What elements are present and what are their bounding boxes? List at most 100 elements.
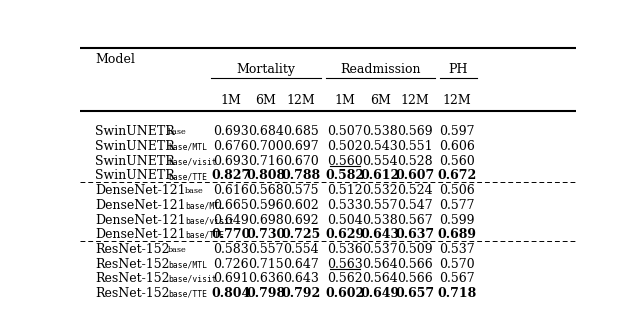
Text: 0.606: 0.606: [439, 140, 475, 153]
Text: 0.657: 0.657: [396, 287, 435, 300]
Text: 0.616: 0.616: [213, 184, 249, 197]
Text: base/MTL: base/MTL: [185, 201, 224, 210]
Text: 0.506: 0.506: [439, 184, 475, 197]
Text: base/visit: base/visit: [168, 275, 217, 284]
Text: 0.804: 0.804: [212, 287, 251, 300]
Text: 0.670: 0.670: [283, 155, 319, 168]
Text: 0.602: 0.602: [326, 287, 365, 300]
Text: 0.827: 0.827: [212, 170, 251, 183]
Text: Readmission: Readmission: [340, 63, 420, 76]
Text: 0.537: 0.537: [362, 243, 398, 256]
Text: 0.636: 0.636: [248, 272, 284, 285]
Text: 6M: 6M: [370, 94, 390, 108]
Text: 6M: 6M: [255, 94, 276, 108]
Text: Mortality: Mortality: [237, 63, 296, 76]
Text: 0.537: 0.537: [439, 243, 475, 256]
Text: 0.562: 0.562: [328, 272, 363, 285]
Text: 0.692: 0.692: [283, 213, 319, 226]
Text: 0.533: 0.533: [328, 199, 364, 212]
Text: 0.557: 0.557: [248, 243, 284, 256]
Text: ResNet-152: ResNet-152: [95, 287, 170, 300]
Text: 0.693: 0.693: [213, 155, 249, 168]
Text: 0.730: 0.730: [246, 228, 285, 241]
Text: PH: PH: [449, 63, 468, 76]
Text: 0.792: 0.792: [281, 287, 321, 300]
Text: 0.524: 0.524: [397, 184, 433, 197]
Text: SwinUNETR: SwinUNETR: [95, 125, 175, 138]
Text: 0.808: 0.808: [246, 170, 285, 183]
Text: 0.684: 0.684: [248, 125, 284, 138]
Text: 0.564: 0.564: [362, 272, 398, 285]
Text: 0.567: 0.567: [439, 272, 475, 285]
Text: 0.716: 0.716: [248, 155, 284, 168]
Text: 0.693: 0.693: [213, 125, 249, 138]
Text: 0.798: 0.798: [246, 287, 285, 300]
Text: DenseNet-121: DenseNet-121: [95, 228, 186, 241]
Text: SwinUNETR: SwinUNETR: [95, 140, 175, 153]
Text: 0.647: 0.647: [283, 258, 319, 271]
Text: 0.543: 0.543: [362, 140, 398, 153]
Text: 0.557: 0.557: [362, 199, 398, 212]
Text: 0.602: 0.602: [283, 199, 319, 212]
Text: 0.597: 0.597: [439, 125, 475, 138]
Text: base: base: [168, 128, 187, 136]
Text: base: base: [168, 246, 187, 254]
Text: 0.569: 0.569: [397, 125, 433, 138]
Text: 0.538: 0.538: [362, 125, 398, 138]
Text: 0.649: 0.649: [360, 287, 399, 300]
Text: 0.697: 0.697: [283, 140, 319, 153]
Text: 0.643: 0.643: [283, 272, 319, 285]
Text: 0.504: 0.504: [328, 213, 364, 226]
Text: 0.599: 0.599: [439, 213, 475, 226]
Text: 0.583: 0.583: [213, 243, 249, 256]
Text: ResNet-152: ResNet-152: [95, 272, 170, 285]
Text: ResNet-152: ResNet-152: [95, 243, 170, 256]
Text: 0.567: 0.567: [397, 213, 433, 226]
Text: 0.532: 0.532: [362, 184, 398, 197]
Text: 0.649: 0.649: [213, 213, 249, 226]
Text: 1M: 1M: [335, 94, 356, 108]
Text: Model: Model: [95, 53, 135, 66]
Text: 0.528: 0.528: [397, 155, 433, 168]
Text: SwinUNETR: SwinUNETR: [95, 170, 175, 183]
Text: 0.575: 0.575: [283, 184, 319, 197]
Text: 0.700: 0.700: [248, 140, 284, 153]
Text: 0.770: 0.770: [212, 228, 251, 241]
Text: 0.568: 0.568: [248, 184, 284, 197]
Text: 0.566: 0.566: [397, 258, 433, 271]
Text: 0.563: 0.563: [328, 258, 364, 271]
Text: 0.564: 0.564: [362, 258, 398, 271]
Text: DenseNet-121: DenseNet-121: [95, 184, 186, 197]
Text: 0.698: 0.698: [248, 213, 284, 226]
Text: base/MTL: base/MTL: [168, 143, 207, 152]
Text: 12M: 12M: [401, 94, 429, 108]
Text: 0.547: 0.547: [397, 199, 433, 212]
Text: DenseNet-121: DenseNet-121: [95, 213, 186, 226]
Text: 12M: 12M: [286, 94, 315, 108]
Text: 0.502: 0.502: [328, 140, 363, 153]
Text: 0.726: 0.726: [214, 258, 249, 271]
Text: ResNet-152: ResNet-152: [95, 258, 170, 271]
Text: base/TTE: base/TTE: [168, 172, 207, 181]
Text: 0.691: 0.691: [213, 272, 249, 285]
Text: 0.607: 0.607: [395, 170, 435, 183]
Text: base/visit: base/visit: [185, 216, 234, 225]
Text: base/MTL: base/MTL: [168, 260, 207, 269]
Text: 0.560: 0.560: [328, 155, 364, 168]
Text: 0.509: 0.509: [397, 243, 433, 256]
Text: SwinUNETR: SwinUNETR: [95, 155, 175, 168]
Text: 0.536: 0.536: [328, 243, 364, 256]
Text: 0.725: 0.725: [281, 228, 321, 241]
Text: 1M: 1M: [221, 94, 242, 108]
Text: 0.612: 0.612: [360, 170, 400, 183]
Text: 0.689: 0.689: [438, 228, 476, 241]
Text: base/TTE: base/TTE: [185, 231, 224, 240]
Text: 0.582: 0.582: [326, 170, 365, 183]
Text: 0.672: 0.672: [437, 170, 477, 183]
Text: 0.629: 0.629: [326, 228, 365, 241]
Text: base/TTE: base/TTE: [168, 290, 207, 298]
Text: 0.554: 0.554: [283, 243, 319, 256]
Text: 0.566: 0.566: [397, 272, 433, 285]
Text: base/visit: base/visit: [168, 157, 217, 166]
Text: DenseNet-121: DenseNet-121: [95, 199, 186, 212]
